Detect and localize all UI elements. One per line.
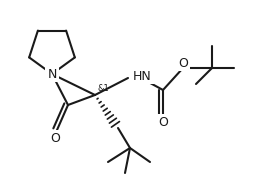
Text: N: N [47,68,57,80]
Text: O: O [178,56,188,70]
Text: O: O [158,115,168,129]
Text: HN: HN [133,70,152,83]
Text: O: O [50,132,60,144]
Text: &1: &1 [97,84,109,93]
